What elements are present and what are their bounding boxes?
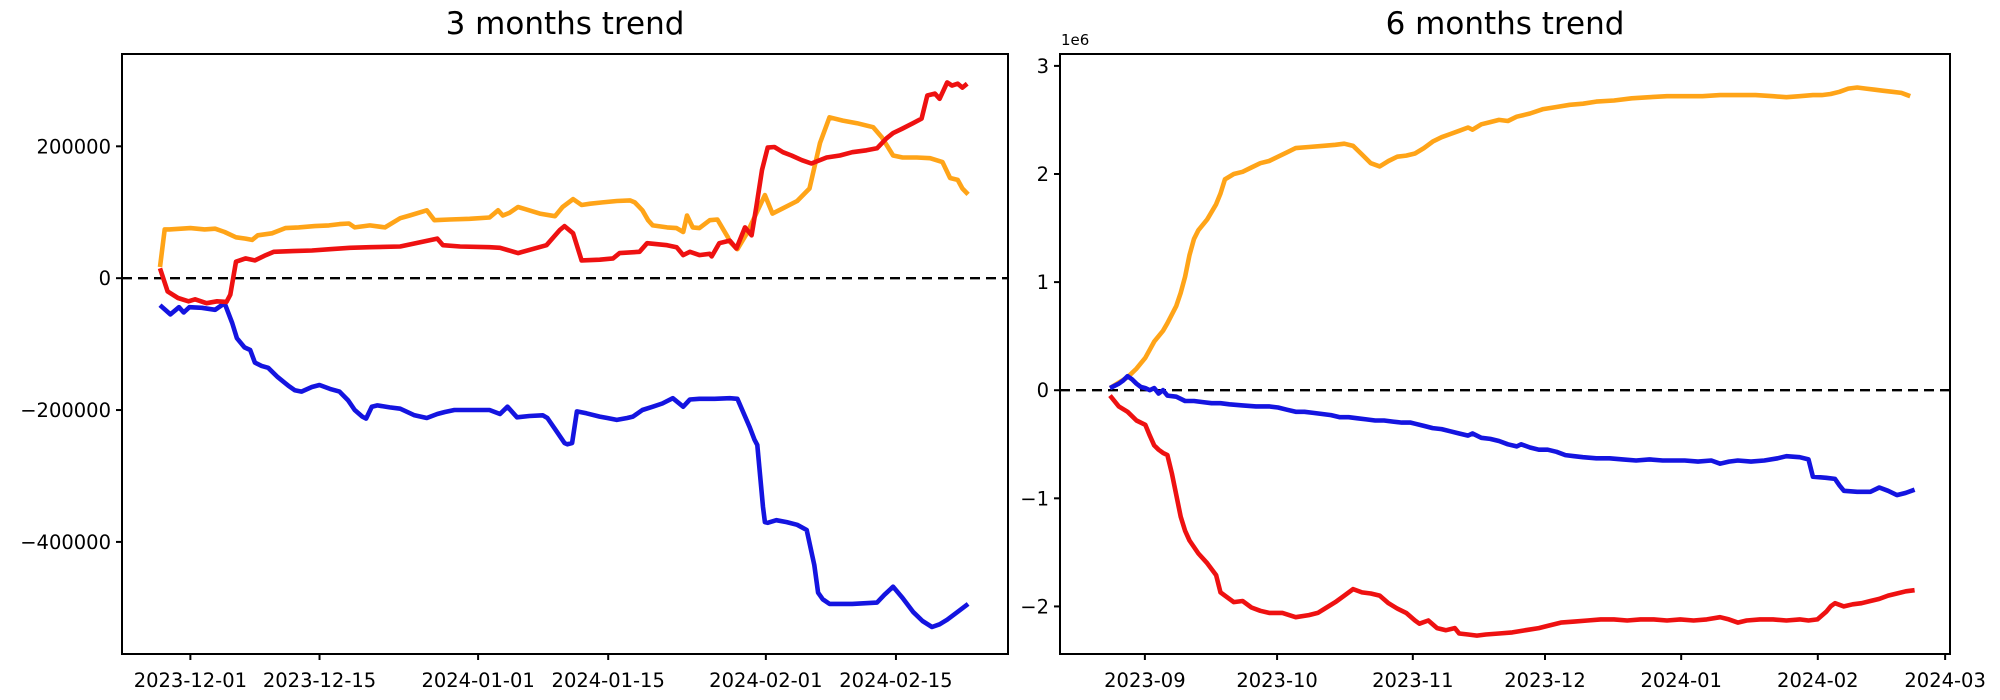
blue-line [1108,373,1916,498]
y-tick-label: 0 [99,267,111,290]
y-tick-label: −400000 [20,531,111,554]
x-tick-label: 2023-12-01 [134,669,247,692]
x-tick-label: 2024-02 [1777,669,1858,692]
y-tick-label: 0 [1037,379,1049,402]
orange-line [1108,85,1912,391]
y-tick-label: −2 [1020,595,1049,618]
x-tick-label: 2024-01 [1640,669,1721,692]
red-line [157,80,969,306]
plot-box [1059,53,1951,655]
red-line [1108,394,1915,638]
y-tick-label: 2 [1037,163,1049,186]
x-tick-label: 2023-11 [1372,669,1453,692]
blue-line [158,300,970,630]
x-tick-label: 2024-02-15 [839,669,952,692]
y-tick-label: −1 [1020,487,1049,510]
orange-line [157,115,970,268]
chart-title-6-months: 6 months trend [1385,6,1625,42]
x-tick-label: 2023-12-15 [263,669,376,692]
y-tick-label: 200000 [37,135,111,158]
x-tick-label: 2024-02-01 [709,669,822,692]
x-tick-label: 2024-01-01 [421,669,534,692]
x-tick-label: 2024-03 [1904,669,1985,692]
y-tick-label: 3 [1037,55,1049,78]
x-tick-label: 2023-10 [1236,669,1317,692]
y-tick-label: −200000 [20,399,111,422]
plot-box [121,53,1009,655]
x-tick-label: 2023-12 [1504,669,1585,692]
chart-title-3-months: 3 months trend [445,6,685,42]
x-tick-label: 2024-01-15 [552,669,665,692]
y-axis-offset-label: 1e6 [1061,31,1090,49]
x-tick-label: 2023-09 [1104,669,1185,692]
y-tick-label: 1 [1037,271,1049,294]
